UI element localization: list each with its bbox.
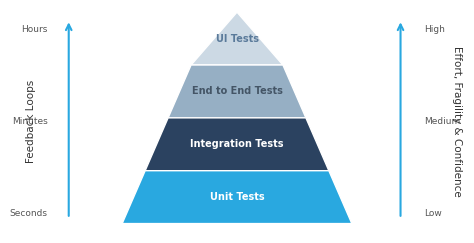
- Text: Medium: Medium: [424, 117, 460, 126]
- Text: Effort, Fragility & Confidence: Effort, Fragility & Confidence: [452, 46, 463, 197]
- Text: Seconds: Seconds: [9, 209, 47, 218]
- Text: Minutes: Minutes: [12, 117, 47, 126]
- Polygon shape: [191, 12, 283, 65]
- Text: Hours: Hours: [21, 25, 47, 34]
- Text: UI Tests: UI Tests: [216, 34, 258, 43]
- Text: High: High: [424, 25, 445, 34]
- Text: Feedback Loops: Feedback Loops: [26, 80, 36, 163]
- Text: End to End Tests: End to End Tests: [191, 87, 283, 96]
- Text: Low: Low: [424, 209, 442, 218]
- Polygon shape: [122, 171, 352, 224]
- Text: Unit Tests: Unit Tests: [210, 192, 264, 202]
- Polygon shape: [145, 118, 329, 171]
- Polygon shape: [168, 65, 306, 118]
- Text: Integration Tests: Integration Tests: [190, 139, 284, 149]
